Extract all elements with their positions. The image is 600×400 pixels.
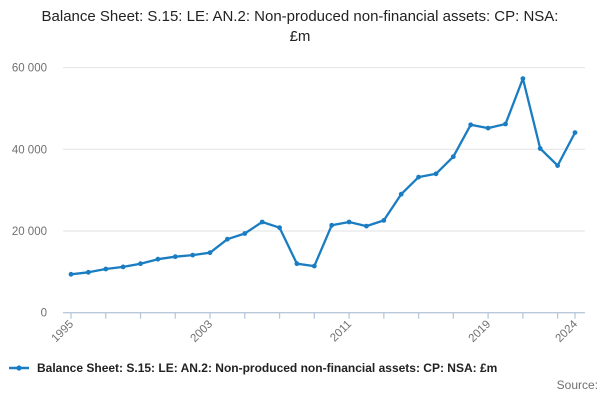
chart-title: Balance Sheet: S.15: LE: AN.2: Non-produ… <box>41 8 559 46</box>
data-point-marker[interactable] <box>138 261 143 267</box>
data-point-marker[interactable] <box>294 261 300 267</box>
data-point-marker[interactable] <box>225 236 230 242</box>
y-axis-tick-label: 60 000 <box>12 63 47 75</box>
data-point-marker[interactable] <box>207 250 213 256</box>
y-axis-tick-label: 40 000 <box>12 144 47 156</box>
data-point-marker[interactable] <box>346 219 352 225</box>
legend: Balance Sheet: S.15: LE: AN.2: Non-produ… <box>8 361 596 375</box>
x-axis-tick-label: 2019 <box>467 318 494 345</box>
data-point-marker[interactable] <box>311 263 317 269</box>
data-point-marker[interactable] <box>416 174 421 180</box>
x-axis-tick-label: 1995 <box>50 318 77 345</box>
data-point-marker[interactable] <box>364 223 369 229</box>
y-axis-tick-label: 20 000 <box>12 226 47 238</box>
data-point-marker[interactable] <box>190 252 196 258</box>
data-point-marker[interactable] <box>381 218 387 223</box>
data-point-marker[interactable] <box>259 219 265 225</box>
data-point-marker[interactable] <box>485 125 491 131</box>
data-point-marker[interactable] <box>103 266 109 272</box>
data-point-marker[interactable] <box>329 222 335 228</box>
legend-series-marker-icon <box>9 365 29 371</box>
data-point-marker[interactable] <box>555 163 560 169</box>
data-point-marker[interactable] <box>155 256 161 262</box>
data-point-marker[interactable] <box>450 154 456 160</box>
x-axis-tick-label: 2024 <box>554 318 581 345</box>
data-point-marker[interactable] <box>468 122 474 128</box>
data-point-marker[interactable] <box>433 171 439 177</box>
data-point-marker[interactable] <box>86 269 91 275</box>
data-point-marker[interactable] <box>572 130 578 136</box>
data-point-marker[interactable] <box>242 231 248 236</box>
data-point-marker[interactable] <box>503 121 508 127</box>
data-point-marker[interactable] <box>120 264 126 270</box>
data-point-marker[interactable] <box>537 146 543 151</box>
data-point-marker[interactable] <box>520 76 526 81</box>
data-point-marker[interactable] <box>398 191 404 197</box>
data-series-line <box>69 77 577 276</box>
data-point-marker[interactable] <box>277 225 282 231</box>
data-point-marker[interactable] <box>172 254 178 260</box>
y-axis-tick-label: 0 <box>41 308 47 320</box>
legend-series-label: Balance Sheet: S.15: LE: AN.2: Non-produ… <box>37 361 498 375</box>
data-point-marker[interactable] <box>68 271 74 277</box>
line-chart-plot-area: 0 20 000 40 000 60 000 1995 2003 2011 2019 2024 <box>12 63 585 345</box>
x-axis-tick-label: 2011 <box>328 318 354 344</box>
source-label: Source: <box>556 378 598 392</box>
x-axis-tick-label: 2003 <box>189 318 216 345</box>
